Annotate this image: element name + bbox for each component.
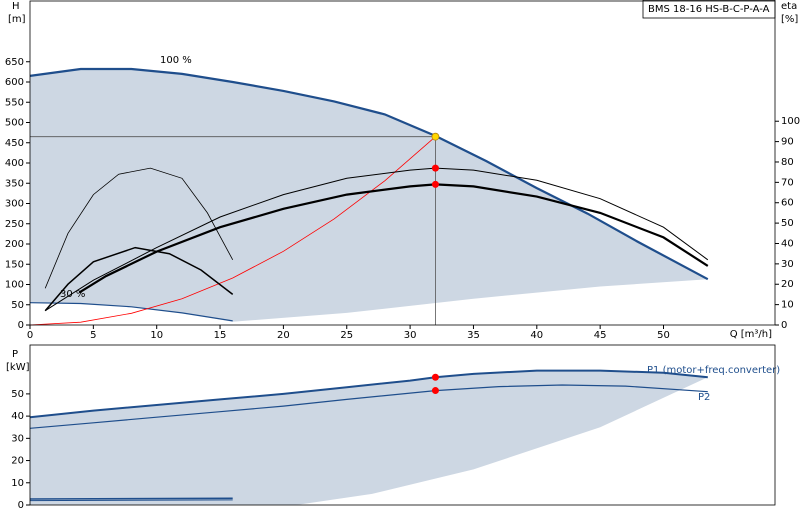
y-tick-label: 450	[5, 138, 24, 149]
model-title: BMS 18-16 HS-B-C-P-A-A	[648, 4, 770, 15]
y-tick-label: 350	[5, 178, 24, 189]
y-tick-label: 650	[5, 57, 24, 68]
y-tick-label: 0	[18, 320, 24, 331]
y2-tick-label: 20	[781, 279, 794, 290]
y-tick-label: 300	[5, 199, 24, 210]
y-label: P	[12, 349, 18, 360]
y2-tick-label: 90	[781, 137, 794, 148]
operating-point	[431, 373, 439, 381]
y-tick-label: 40	[11, 411, 24, 422]
y-unit: [kW]	[6, 362, 30, 373]
y2-tick-label: 80	[781, 157, 794, 168]
y-tick-label: 150	[5, 259, 24, 270]
curve-label: 100 %	[160, 55, 192, 66]
y2-tick-label: 10	[781, 300, 794, 311]
y-label: H	[12, 1, 20, 12]
y-tick-label: 30	[11, 433, 24, 444]
curve	[29, 384, 708, 429]
operating-point	[431, 132, 440, 141]
x-tick-label: 30	[404, 330, 417, 341]
y-tick-label: 500	[5, 118, 24, 129]
y-tick-label: 20	[11, 456, 24, 467]
y-tick-label: 10	[11, 478, 24, 489]
y-tick-label: 600	[5, 77, 24, 88]
x-tick-label: 35	[467, 330, 480, 341]
curve	[29, 497, 233, 500]
curve	[44, 246, 234, 312]
x-label: Q [m³/h]	[730, 329, 772, 340]
y2-tick-label: 0	[781, 320, 787, 331]
x-tick-label: 40	[530, 330, 543, 341]
operating-point	[431, 180, 439, 188]
curve-label: P1 (motor+freq.converter)	[647, 365, 780, 376]
curve	[29, 302, 233, 322]
curve	[29, 67, 709, 281]
y-tick-label: 200	[5, 239, 24, 250]
curve	[29, 136, 436, 326]
x-tick-label: 25	[340, 330, 353, 341]
envelope-area	[30, 69, 708, 322]
x-tick-label: 50	[657, 330, 670, 341]
y2-tick-label: 40	[781, 238, 794, 249]
x-tick-label: 10	[150, 330, 163, 341]
envelope-area	[30, 370, 708, 505]
x-tick-label: 5	[90, 330, 96, 341]
y-tick-label: 50	[11, 300, 24, 311]
y-tick-label: 50	[11, 389, 24, 400]
operating-point	[431, 164, 439, 172]
curve	[29, 499, 233, 502]
x-tick-label: 15	[214, 330, 227, 341]
x-tick-label: 20	[277, 330, 290, 341]
y-tick-label: 0	[18, 500, 24, 511]
operating-point	[431, 387, 439, 395]
y-tick-label: 550	[5, 97, 24, 108]
curve-label: P2	[698, 392, 710, 403]
y-tick-label: 400	[5, 158, 24, 169]
curve	[44, 167, 234, 289]
y-unit: [m]	[8, 14, 26, 25]
curve-label: 30 %	[60, 289, 85, 300]
y-tick-label: 250	[5, 219, 24, 230]
y2-label: eta	[781, 1, 797, 12]
x-tick-label: 0	[27, 330, 33, 341]
curve	[29, 369, 708, 419]
x-tick-label: 45	[594, 330, 607, 341]
y2-unit: [%]	[781, 14, 798, 25]
y-tick-label: 100	[5, 280, 24, 291]
y2-tick-label: 30	[781, 259, 794, 270]
y2-tick-label: 70	[781, 177, 794, 188]
y2-tick-label: 100	[781, 116, 800, 127]
curve	[44, 167, 709, 312]
y2-tick-label: 50	[781, 218, 794, 229]
plot-frame	[29, 344, 776, 506]
y2-tick-label: 60	[781, 198, 794, 209]
